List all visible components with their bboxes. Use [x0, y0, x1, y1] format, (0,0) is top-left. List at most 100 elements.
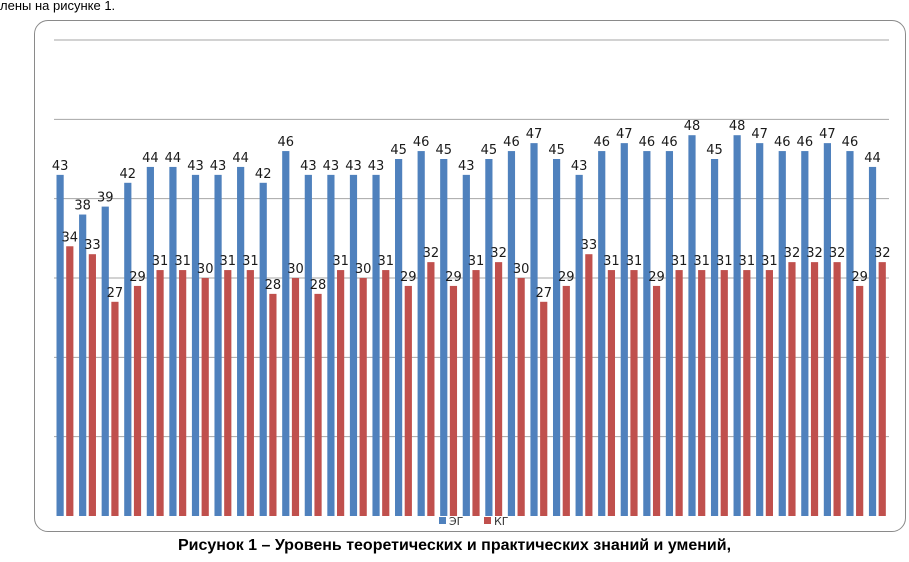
bar-eg: [756, 143, 764, 516]
bar-kg: [630, 270, 638, 516]
bar-kg: [562, 285, 570, 516]
data-label-kg: 31: [242, 254, 259, 269]
data-label-eg: 47: [526, 127, 543, 142]
data-label-eg: 45: [435, 143, 452, 158]
bar-kg: [675, 270, 683, 516]
data-label-kg: 27: [107, 286, 124, 301]
data-label-kg: 31: [468, 254, 485, 269]
data-label-eg: 44: [165, 151, 182, 166]
data-label-kg: 33: [581, 238, 598, 253]
data-label-kg: 32: [784, 246, 801, 261]
data-label-kg: 31: [716, 254, 733, 269]
bar-eg: [710, 159, 719, 516]
data-label-eg: 46: [413, 135, 430, 150]
bar-kg: [201, 278, 209, 516]
bar-eg: [169, 166, 177, 516]
data-label-kg: 32: [490, 246, 507, 261]
data-label-kg: 31: [603, 254, 620, 269]
data-label-eg: 48: [684, 119, 701, 134]
bar-eg: [868, 166, 877, 516]
legend-label-eg: ЭГ: [449, 515, 464, 528]
data-label-kg: 31: [152, 254, 169, 269]
bar-kg: [698, 270, 706, 516]
bar-kg: [472, 270, 480, 516]
data-label-eg: 43: [300, 159, 317, 174]
data-label-kg: 31: [174, 254, 191, 269]
data-label-kg: 28: [310, 278, 327, 293]
bar-eg: [79, 214, 87, 516]
bar-kg: [652, 285, 661, 516]
data-label-eg: 46: [797, 135, 814, 150]
data-label-eg: 43: [571, 159, 588, 174]
bar-kg: [833, 262, 841, 516]
bar-kg: [156, 270, 164, 516]
data-label-eg: 44: [142, 151, 159, 166]
bar-eg: [552, 159, 561, 516]
bar-eg: [620, 143, 628, 516]
data-label-kg: 32: [806, 246, 823, 261]
data-label-eg: 45: [390, 143, 407, 158]
data-label-kg: 34: [62, 230, 79, 245]
bar-kg: [810, 262, 819, 516]
bar-kg: [269, 293, 277, 516]
bar-kg: [720, 270, 728, 516]
bar-eg: [462, 174, 470, 516]
data-label-kg: 32: [423, 246, 440, 261]
data-label-kg: 28: [265, 278, 282, 293]
legend: ЭГ КГ: [439, 515, 509, 528]
bar-eg: [688, 135, 696, 516]
data-label-eg: 46: [661, 135, 678, 150]
bar-kg: [224, 270, 232, 516]
data-label-kg: 33: [84, 238, 101, 253]
data-label-eg: 43: [187, 159, 204, 174]
data-label-eg: 39: [97, 191, 114, 206]
data-label-kg: 31: [219, 254, 236, 269]
data-label-kg: 29: [648, 270, 665, 285]
data-labels: 43 38 39 42 44 44 43 43 44 42 46 43 43 43 43 45 46 45 43 45…: [52, 119, 891, 301]
bar-eg: [440, 159, 448, 516]
data-label-eg: 48: [729, 119, 746, 134]
bar-eg: [733, 135, 741, 516]
bar-eg: [801, 151, 809, 516]
legend-swatch-kg: [484, 517, 491, 524]
data-label-eg: 43: [345, 159, 362, 174]
data-label-eg: 46: [774, 135, 791, 150]
bar-eg: [101, 206, 109, 516]
data-label-eg: 43: [210, 159, 227, 174]
bar-kg: [494, 262, 503, 516]
bar-eg: [191, 174, 200, 516]
bars: [56, 135, 886, 517]
data-label-kg: 31: [761, 254, 778, 269]
bar-kg: [382, 270, 390, 516]
data-label-eg: 42: [255, 167, 272, 182]
bar-eg: [823, 143, 831, 516]
data-label-kg: 29: [445, 270, 462, 285]
data-label-kg: 30: [197, 262, 214, 277]
data-label-eg: 45: [706, 143, 723, 158]
figure-caption: Рисунок 1 – Уровень теоретических и прак…: [177, 537, 732, 554]
grouped-bar-chart: 43 38 39 42 44 44 43 43 44 42 46 43 43 43 43 45 46 45 43 45…: [52, 39, 891, 528]
bar-kg: [540, 301, 548, 516]
bar-kg: [337, 270, 345, 516]
bar-kg: [449, 285, 458, 516]
data-label-eg: 43: [52, 159, 69, 174]
data-label-kg: 29: [851, 270, 868, 285]
data-label-eg: 43: [458, 159, 475, 174]
bar-kg: [765, 270, 773, 516]
bar-kg: [427, 262, 435, 516]
bar-kg: [111, 301, 119, 516]
bar-eg: [643, 151, 651, 516]
bar-kg: [585, 254, 593, 516]
data-label-eg: 43: [323, 159, 340, 174]
bar-eg: [56, 174, 64, 516]
bar-eg: [395, 159, 403, 516]
data-label-eg: 46: [639, 135, 656, 150]
data-label-kg: 32: [829, 246, 846, 261]
bar-eg: [778, 151, 786, 516]
data-label-kg: 32: [874, 246, 891, 261]
data-label-kg: 29: [129, 270, 146, 285]
bar-eg: [327, 174, 335, 516]
data-label-eg: 38: [74, 199, 91, 214]
data-label-eg: 45: [548, 143, 565, 158]
data-label-eg: 47: [819, 127, 836, 142]
